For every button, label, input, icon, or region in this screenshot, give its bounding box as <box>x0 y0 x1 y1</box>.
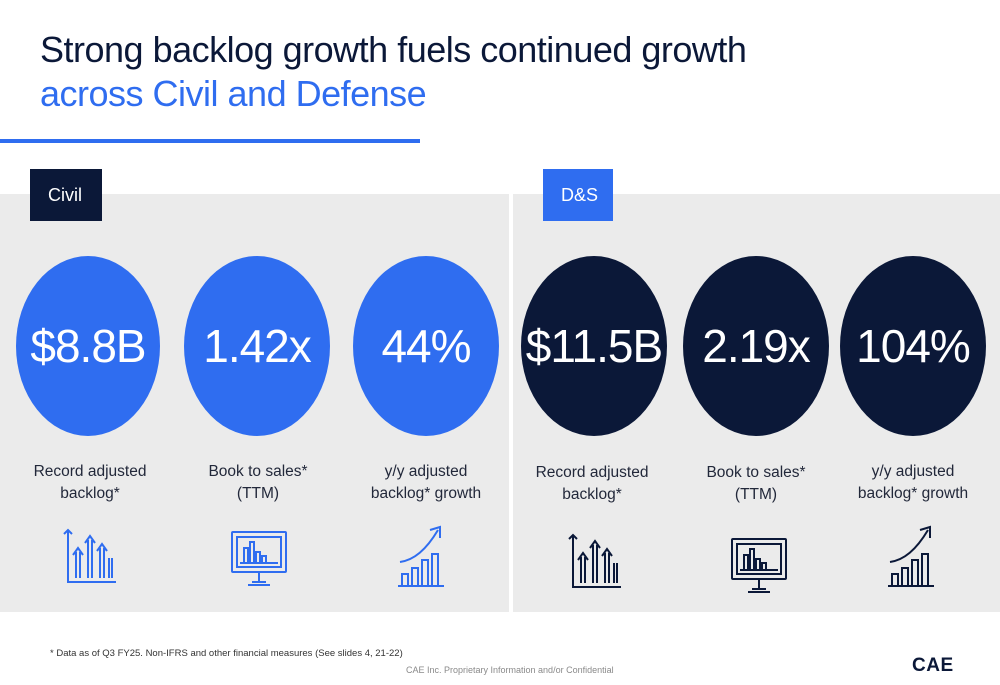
civil-backlog-caption: Record adjusted backlog* <box>10 461 170 505</box>
ds-growth-caption: y/y adjusted backlog* growth <box>833 461 993 505</box>
ds-backlog-circle: $11.5B <box>521 256 667 436</box>
title-line-1: Strong backlog growth fuels continued gr… <box>40 29 747 70</box>
bar-chart-arrows-icon <box>62 528 118 588</box>
ds-growth-value: 104% <box>856 320 971 372</box>
title-underline <box>0 139 420 143</box>
caption-line: backlog* <box>60 485 120 502</box>
civil-book-to-sales-value: 1.42x <box>203 320 312 372</box>
civil-book-to-sales-circle: 1.42x <box>184 256 330 436</box>
slide-title: Strong backlog growth fuels continued gr… <box>40 28 747 116</box>
civil-growth-value: 44% <box>381 320 471 372</box>
ds-tag: D&S <box>543 169 613 221</box>
footnote: * Data as of Q3 FY25. Non-IFRS and other… <box>50 648 403 659</box>
civil-growth-caption: y/y adjusted backlog* growth <box>346 461 506 505</box>
cae-logo: CAE <box>912 655 954 676</box>
ds-book-to-sales-circle: 2.19x <box>683 256 829 436</box>
growth-arrow-icon <box>396 524 448 588</box>
growth-arrow-icon <box>886 524 938 588</box>
ds-book-to-sales-value: 2.19x <box>702 320 811 372</box>
civil-backlog-circle: $8.8B <box>16 256 160 436</box>
caption-line: Book to sales* <box>208 463 308 480</box>
civil-tag: Civil <box>30 169 102 221</box>
caption-line: (TTM) <box>236 485 280 502</box>
caption-line: y/y adjusted <box>384 463 468 480</box>
caption-line: Record adjusted <box>535 464 649 481</box>
civil-backlog-value: $8.8B <box>30 320 146 372</box>
ds-backlog-caption: Record adjusted backlog* <box>512 462 672 506</box>
caption-line: backlog* growth <box>857 485 969 502</box>
bar-chart-arrows-icon <box>567 533 623 593</box>
confidential-notice: CAE Inc. Proprietary Information and/or … <box>406 665 614 675</box>
ds-book-to-sales-caption: Book to sales* (TTM) <box>676 462 836 506</box>
caption-line: backlog* <box>562 486 622 503</box>
monitor-chart-icon <box>230 530 288 590</box>
caption-line: backlog* growth <box>370 485 482 502</box>
ds-backlog-value: $11.5B <box>525 320 663 372</box>
title-line-2: across Civil and Defense <box>40 73 427 114</box>
civil-growth-circle: 44% <box>353 256 499 436</box>
caption-line: Record adjusted <box>33 463 147 480</box>
ds-growth-circle: 104% <box>840 256 986 436</box>
caption-line: y/y adjusted <box>871 463 955 480</box>
caption-line: Book to sales* <box>706 464 806 481</box>
civil-book-to-sales-caption: Book to sales* (TTM) <box>178 461 338 505</box>
monitor-chart-icon <box>730 537 788 597</box>
caption-line: (TTM) <box>734 486 778 503</box>
